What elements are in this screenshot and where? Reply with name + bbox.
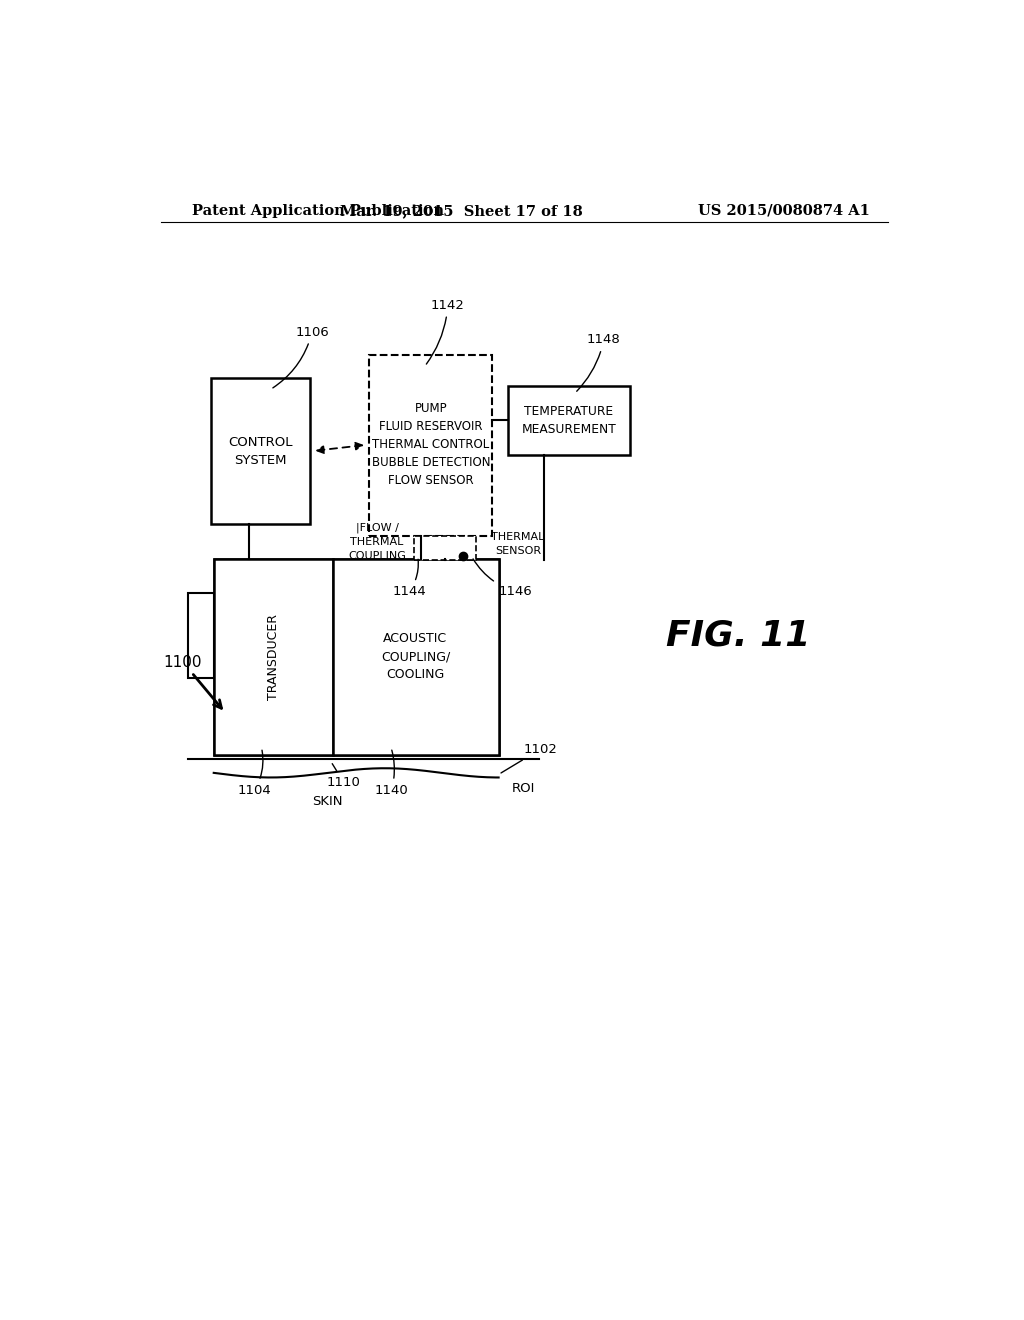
Text: CONTROL
SYSTEM: CONTROL SYSTEM bbox=[228, 436, 293, 466]
Bar bbox=[414, 536, 475, 561]
Text: US 2015/0080874 A1: US 2015/0080874 A1 bbox=[698, 203, 869, 218]
Bar bbox=[188, 594, 214, 678]
Text: 1104: 1104 bbox=[238, 750, 271, 797]
Text: TRANSDUCER: TRANSDUCER bbox=[266, 614, 280, 700]
Text: 1148: 1148 bbox=[577, 333, 621, 391]
Text: 1102: 1102 bbox=[501, 743, 557, 774]
Text: 1100: 1100 bbox=[164, 655, 221, 709]
Text: |FLOW /
THERMAL
COUPLING: |FLOW / THERMAL COUPLING bbox=[348, 523, 406, 561]
Text: ACOUSTIC
COUPLING/
COOLING: ACOUSTIC COUPLING/ COOLING bbox=[381, 632, 451, 681]
Text: FIG. 11: FIG. 11 bbox=[666, 619, 810, 653]
Text: 1146: 1146 bbox=[473, 558, 532, 598]
Bar bbox=[370, 355, 493, 536]
Bar bbox=[214, 558, 333, 755]
Text: Mar. 19, 2015  Sheet 17 of 18: Mar. 19, 2015 Sheet 17 of 18 bbox=[340, 203, 583, 218]
Text: 1144: 1144 bbox=[392, 560, 426, 598]
Text: THERMAL
SENSOR: THERMAL SENSOR bbox=[492, 532, 545, 556]
Text: ROI: ROI bbox=[512, 781, 535, 795]
Text: PUMP
FLUID RESERVOIR
THERMAL CONTROL
BUBBLE DETECTION
FLOW SENSOR: PUMP FLUID RESERVOIR THERMAL CONTROL BUB… bbox=[372, 403, 490, 487]
Text: 1110: 1110 bbox=[327, 764, 360, 789]
Bar bbox=[211, 378, 310, 524]
Text: SKIN: SKIN bbox=[311, 795, 342, 808]
Text: 1140: 1140 bbox=[375, 750, 409, 797]
Text: 1106: 1106 bbox=[272, 326, 329, 388]
Bar bbox=[508, 385, 630, 455]
Text: Patent Application Publication: Patent Application Publication bbox=[193, 203, 444, 218]
Text: TEMPERATURE
MEASUREMENT: TEMPERATURE MEASUREMENT bbox=[521, 405, 616, 436]
Bar bbox=[333, 558, 499, 755]
Text: 1142: 1142 bbox=[426, 298, 465, 364]
Bar bbox=[214, 558, 499, 755]
